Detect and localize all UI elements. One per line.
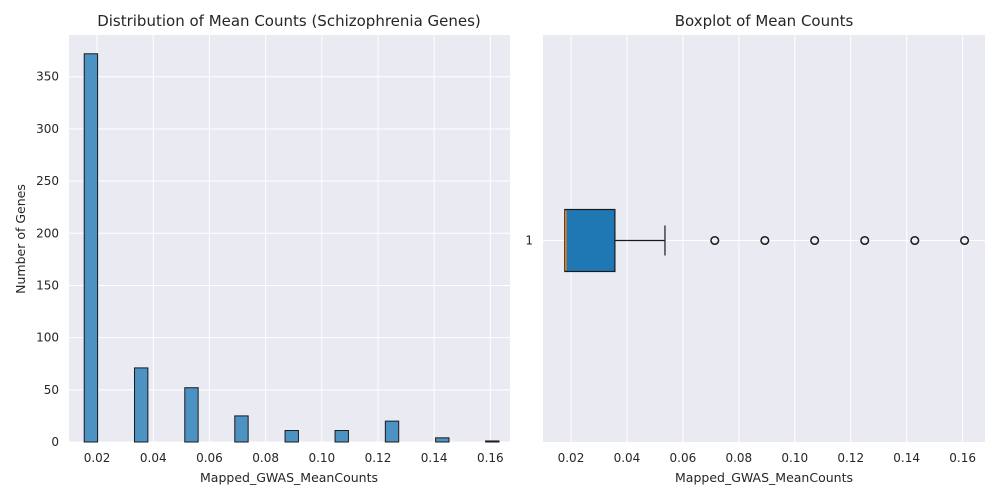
histogram-x-tick-label: 0.04 bbox=[140, 451, 167, 465]
boxplot-outlier-point bbox=[860, 235, 870, 246]
histogram-y-tick-label: 50 bbox=[44, 383, 59, 397]
boxplot-y-ticks: 1 bbox=[525, 234, 533, 248]
histogram-x-tick-label: 0.02 bbox=[84, 451, 111, 465]
histogram-x-tick-label: 0.08 bbox=[252, 451, 279, 465]
histogram-bar bbox=[384, 420, 400, 443]
boxplot-outlier-point bbox=[760, 235, 770, 246]
histogram-y-tick-label: 300 bbox=[36, 122, 59, 136]
histogram-y-tick-label: 350 bbox=[36, 70, 59, 84]
boxplot-gridlines bbox=[543, 35, 985, 442]
boxplot-x-ticks: 0.02 0.04 0.06 0.08 0.10 0.12 0.14 0.16 bbox=[558, 451, 976, 465]
histogram-bars bbox=[83, 53, 500, 443]
histogram-bar bbox=[83, 53, 99, 443]
histogram-y-tick-label: 100 bbox=[36, 331, 59, 345]
boxplot-outlier-point bbox=[810, 235, 820, 246]
histogram-bar bbox=[234, 415, 249, 443]
histogram-bar bbox=[485, 440, 500, 443]
histogram-y-tick-label: 0 bbox=[51, 435, 59, 449]
boxplot-iqr-box bbox=[564, 208, 616, 273]
histogram-bar bbox=[435, 437, 450, 443]
boxplot-title: Boxplot of Mean Counts bbox=[675, 12, 854, 30]
histogram-bar bbox=[134, 367, 149, 443]
histogram-bar bbox=[284, 430, 299, 443]
boxplot-outlier-point bbox=[710, 235, 720, 246]
boxplot-x-tick-label: 0.02 bbox=[558, 451, 585, 465]
histogram-x-tick-label: 0.06 bbox=[196, 451, 223, 465]
boxplot-x-tick-label: 0.06 bbox=[670, 451, 697, 465]
histogram-x-axis-label: Mapped_GWAS_MeanCounts bbox=[200, 470, 378, 485]
boxplot-x-tick-label: 0.08 bbox=[725, 451, 752, 465]
boxplot-x-tick-label: 0.14 bbox=[893, 451, 920, 465]
histogram-x-tick-label: 0.14 bbox=[421, 451, 448, 465]
boxplot-panel: 0.02 0.04 0.06 0.08 0.10 0.12 0.14 0.16 1 Boxpl… bbox=[525, 12, 985, 485]
boxplot-y-tick-label: 1 bbox=[525, 234, 533, 248]
boxplot-x-axis-label: Mapped_GWAS_MeanCounts bbox=[675, 470, 853, 485]
histogram-y-tick-label: 250 bbox=[36, 174, 59, 188]
histogram-bar bbox=[334, 430, 349, 443]
boxplot-x-tick-label: 0.12 bbox=[837, 451, 864, 465]
histogram-x-tick-label: 0.16 bbox=[477, 451, 504, 465]
histogram-x-ticks: 0.02 0.04 0.06 0.08 0.10 0.12 0.14 0.16 bbox=[84, 451, 504, 465]
histogram-y-tick-label: 200 bbox=[36, 226, 59, 240]
boxplot-x-tick-label: 0.04 bbox=[614, 451, 641, 465]
histogram-y-tick-label: 150 bbox=[36, 278, 59, 292]
boxplot-outlier-point bbox=[910, 235, 920, 246]
boxplot-x-tick-label: 0.10 bbox=[781, 451, 808, 465]
histogram-bar bbox=[184, 387, 199, 443]
histogram-y-ticks: 0 50 100 150 200 250 300 350 bbox=[36, 70, 59, 449]
boxplot-x-tick-label: 0.16 bbox=[949, 451, 976, 465]
histogram-x-tick-label: 0.10 bbox=[308, 451, 335, 465]
histogram-x-tick-label: 0.12 bbox=[365, 451, 392, 465]
histogram-title: Distribution of Mean Counts (Schizophren… bbox=[97, 12, 481, 30]
boxplot-outlier-point bbox=[960, 235, 970, 246]
boxplot-box bbox=[564, 208, 970, 273]
histogram-panel: 0.02 0.04 0.06 0.08 0.10 0.12 0.14 0.16 0 50 100 1… bbox=[13, 12, 510, 485]
histogram-y-axis-label: Number of Genes bbox=[13, 184, 28, 294]
